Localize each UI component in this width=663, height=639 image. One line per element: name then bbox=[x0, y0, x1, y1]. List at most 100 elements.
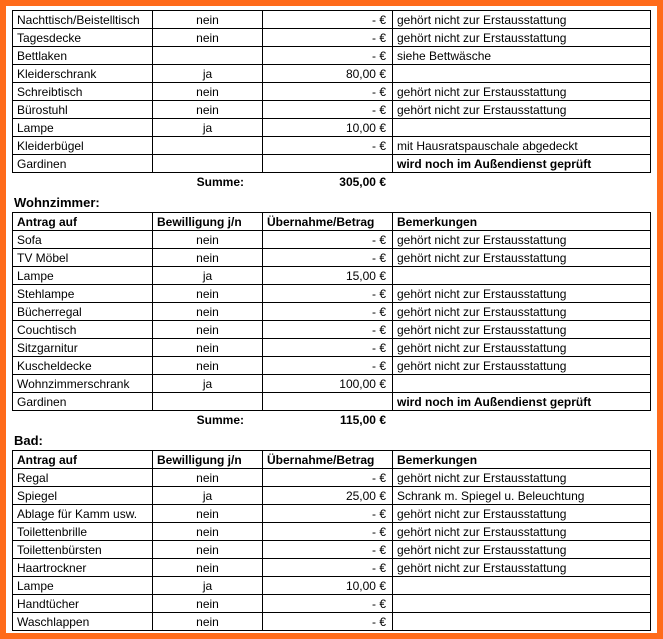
cell-bew: nein bbox=[153, 29, 263, 47]
cell-item: TV Möbel bbox=[13, 249, 153, 267]
cell-bew bbox=[153, 137, 263, 155]
cell-item: Kleiderschrank bbox=[13, 65, 153, 83]
cell-bem: gehört nicht zur Erstausstattung bbox=[393, 285, 651, 303]
cell-bew: ja bbox=[153, 577, 263, 595]
cell-bem: wird noch im Außendienst geprüft bbox=[393, 155, 651, 173]
cell-bew bbox=[153, 393, 263, 411]
cell-bem: gehört nicht zur Erstausstattung bbox=[393, 321, 651, 339]
cell-bew: nein bbox=[153, 613, 263, 631]
cell-item: Kleiderbügel bbox=[13, 137, 153, 155]
header-bew: Bewilligung j/n bbox=[153, 451, 263, 469]
cell-bew: nein bbox=[153, 339, 263, 357]
sum-wohnzimmer: Summe: 115,00 € bbox=[12, 411, 651, 429]
header-bew: Bewilligung j/n bbox=[153, 213, 263, 231]
cell-betrag bbox=[263, 393, 393, 411]
cell-item: Nachttisch/Beistelltisch bbox=[13, 11, 153, 29]
table-row: Stehlampenein- €gehört nicht zur Erstaus… bbox=[13, 285, 651, 303]
cell-bem bbox=[393, 577, 651, 595]
header-betrag: Übernahme/Betrag bbox=[263, 213, 393, 231]
cell-bew: nein bbox=[153, 523, 263, 541]
cell-bem: gehört nicht zur Erstausstattung bbox=[393, 559, 651, 577]
header-item: Antrag auf bbox=[13, 213, 153, 231]
sum-value: 115,00 € bbox=[262, 411, 392, 429]
cell-betrag: - € bbox=[263, 541, 393, 559]
cell-item: Ablage für Kamm usw. bbox=[13, 505, 153, 523]
cell-bew: nein bbox=[153, 285, 263, 303]
table-row: Gardinen wird noch im Außendienst geprüft bbox=[13, 155, 651, 173]
cell-bew: nein bbox=[153, 559, 263, 577]
cell-bew: ja bbox=[153, 487, 263, 505]
cell-bew: nein bbox=[153, 321, 263, 339]
header-bem: Bemerkungen bbox=[393, 451, 651, 469]
cell-bem: siehe Bettwäsche bbox=[393, 47, 651, 65]
table-row: Schreibtischnein- €gehört nicht zur Erst… bbox=[13, 83, 651, 101]
cell-betrag: - € bbox=[263, 29, 393, 47]
header-bem: Bemerkungen bbox=[393, 213, 651, 231]
table-row: Couchtischnein- €gehört nicht zur Erstau… bbox=[13, 321, 651, 339]
table-row: Toilettenbürstennein- €gehört nicht zur … bbox=[13, 541, 651, 559]
tbody-bad: Regalnein- €gehört nicht zur Erstausstat… bbox=[13, 469, 651, 631]
table-row: Kleiderbügel - €mit Hausratspauschale abg… bbox=[13, 137, 651, 155]
cell-bem bbox=[393, 595, 651, 613]
table-wohnzimmer: Antrag auf Bewilligung j/n Übernahme/Bet… bbox=[12, 212, 651, 411]
cell-bem: gehört nicht zur Erstausstattung bbox=[393, 523, 651, 541]
header-row: Antrag auf Bewilligung j/n Übernahme/Bet… bbox=[13, 451, 651, 469]
cell-bew: ja bbox=[153, 65, 263, 83]
cell-item: Couchtisch bbox=[13, 321, 153, 339]
cell-bem: gehört nicht zur Erstausstattung bbox=[393, 303, 651, 321]
cell-betrag: - € bbox=[263, 231, 393, 249]
header-betrag: Übernahme/Betrag bbox=[263, 451, 393, 469]
cell-item: Spiegel bbox=[13, 487, 153, 505]
cell-item: Toilettenbrille bbox=[13, 523, 153, 541]
table-row: Wohnzimmerschrankja100,00 € bbox=[13, 375, 651, 393]
sum-value: 305,00 € bbox=[262, 173, 392, 191]
table-row: Lampeja15,00 € bbox=[13, 267, 651, 285]
table-row: Waschlappennein- € bbox=[13, 613, 651, 631]
cell-betrag: - € bbox=[263, 47, 393, 65]
cell-bew bbox=[153, 155, 263, 173]
section-title-bad: Bad: bbox=[12, 429, 651, 450]
cell-item: Bürostuhl bbox=[13, 101, 153, 119]
cell-bew: nein bbox=[153, 11, 263, 29]
cell-bem: gehört nicht zur Erstausstattung bbox=[393, 249, 651, 267]
cell-item: Sitzgarnitur bbox=[13, 339, 153, 357]
cell-item: Waschlappen bbox=[13, 613, 153, 631]
cell-item: Bettlaken bbox=[13, 47, 153, 65]
cell-bem: gehört nicht zur Erstausstattung bbox=[393, 469, 651, 487]
table-row: Kleiderschrankja80,00 € bbox=[13, 65, 651, 83]
cell-betrag: - € bbox=[263, 137, 393, 155]
cell-item: Tagesdecke bbox=[13, 29, 153, 47]
sum-top: Summe: 305,00 € bbox=[12, 173, 651, 191]
cell-betrag: - € bbox=[263, 357, 393, 375]
cell-bem: gehört nicht zur Erstausstattung bbox=[393, 83, 651, 101]
cell-bew: nein bbox=[153, 357, 263, 375]
cell-betrag: - € bbox=[263, 595, 393, 613]
cell-bew: nein bbox=[153, 595, 263, 613]
cell-item: Lampe bbox=[13, 577, 153, 595]
cell-bem: mit Hausratspauschale abgedeckt bbox=[393, 137, 651, 155]
table-row: Spiegelja25,00 €Schrank m. Spiegel u. Be… bbox=[13, 487, 651, 505]
cell-bem bbox=[393, 375, 651, 393]
cell-bew: nein bbox=[153, 541, 263, 559]
cell-bem: gehört nicht zur Erstausstattung bbox=[393, 101, 651, 119]
cell-bem: gehört nicht zur Erstausstattung bbox=[393, 357, 651, 375]
cell-item: Haartrockner bbox=[13, 559, 153, 577]
table-row: Tagesdeckenein- €gehört nicht zur Erstau… bbox=[13, 29, 651, 47]
cell-item: Gardinen bbox=[13, 393, 153, 411]
cell-bew: nein bbox=[153, 101, 263, 119]
table-row: Nachttisch/Beistelltischnein- €gehört ni… bbox=[13, 11, 651, 29]
cell-bem: Schrank m. Spiegel u. Beleuchtung bbox=[393, 487, 651, 505]
cell-bew: nein bbox=[153, 83, 263, 101]
cell-item: Gardinen bbox=[13, 155, 153, 173]
cell-betrag: 15,00 € bbox=[263, 267, 393, 285]
table-row: Bettlaken - €siehe Bettwäsche bbox=[13, 47, 651, 65]
cell-bem bbox=[393, 65, 651, 83]
sum-label: Summe: bbox=[152, 173, 262, 191]
header-row: Antrag auf Bewilligung j/n Übernahme/Bet… bbox=[13, 213, 651, 231]
cell-item: Bücherregal bbox=[13, 303, 153, 321]
cell-bem: wird noch im Außendienst geprüft bbox=[393, 393, 651, 411]
cell-bem: gehört nicht zur Erstausstattung bbox=[393, 231, 651, 249]
cell-item: Kuscheldecke bbox=[13, 357, 153, 375]
cell-betrag: - € bbox=[263, 303, 393, 321]
cell-betrag: - € bbox=[263, 11, 393, 29]
